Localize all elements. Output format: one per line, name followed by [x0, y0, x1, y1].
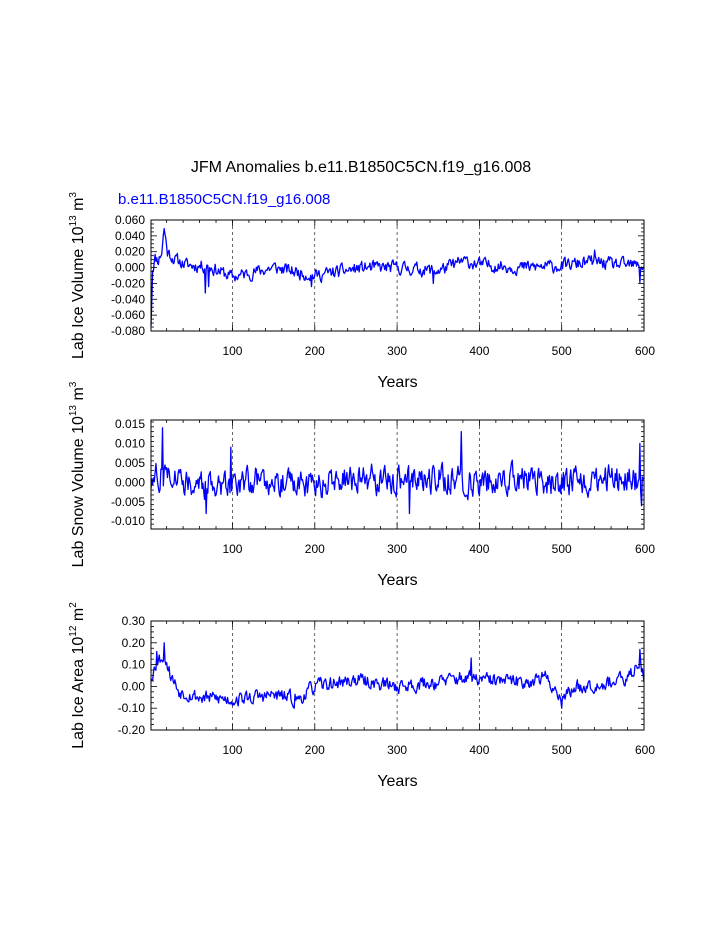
panel-1: 100 200 300 400 500 6000.0600.0400.0200.000-0… [68, 192, 655, 391]
x-tick-label: 400 [469, 542, 489, 556]
y-tick-label: 0.000 [115, 475, 145, 489]
x-axis-label: Years [377, 374, 417, 391]
figure-title: JFM Anomalies b.e11.B1850C5CN.f19_g16.00… [191, 159, 531, 176]
x-tick-label: 600 [635, 542, 655, 556]
x-tick-label: 100 [222, 542, 242, 556]
y-tick-label: 0.000 [115, 261, 145, 275]
x-tick-label: 300 [387, 344, 407, 358]
y-axis-label: Lab Ice Volume 1013 m3 [68, 192, 87, 359]
x-tick-label: 100 [222, 344, 242, 358]
x-tick-label: 500 [552, 344, 572, 358]
plot-frame [150, 419, 645, 530]
x-tick-label: 400 [469, 743, 489, 757]
y-tick-label: -0.060 [111, 308, 145, 322]
y-tick-label: -0.040 [111, 292, 145, 306]
x-axis-label: Years [377, 773, 417, 790]
x-tick-label: 300 [387, 542, 407, 556]
x-tick-label: 600 [635, 344, 655, 358]
y-tick-label: 0.005 [115, 456, 145, 470]
panel-2: 100 200 300 400 500 600 0.015 0.010 0.005 0.000 -0… [68, 381, 655, 589]
plot-frame [150, 620, 645, 731]
y-axis-label: Lab Snow Volume 1013 m3 [68, 381, 87, 567]
x-tick-label: 400 [469, 344, 489, 358]
x-tick-label: 300 [387, 743, 407, 757]
y-tick-label: -0.020 [111, 276, 145, 290]
y-tick-label: 0.30 [122, 614, 146, 628]
x-tick-label: 500 [552, 542, 572, 556]
series-line [150, 227, 645, 326]
x-tick-label: 500 [552, 743, 572, 757]
y-axis-label: Lab Ice Area 1012 m2 [68, 602, 87, 749]
y-tick-label: 0.040 [115, 229, 145, 243]
x-tick-label: 200 [305, 743, 325, 757]
series-line [150, 642, 645, 709]
series-line [150, 427, 645, 515]
y-tick-label: 0.020 [115, 245, 145, 259]
y-tick-label: -0.010 [111, 514, 145, 528]
x-tick-label: 200 [305, 542, 325, 556]
y-tick-label: 0.010 [115, 436, 145, 450]
y-tick-label: 0.015 [115, 417, 145, 431]
x-tick-label: 100 [222, 743, 242, 757]
y-tick-label: -0.080 [111, 324, 145, 338]
y-tick-label: 0.20 [122, 636, 146, 650]
panels: 100 200 300 400 500 6000.0600.0400.0200.000-0… [68, 192, 655, 790]
y-tick-label: -0.005 [111, 495, 145, 509]
x-tick-label: 200 [305, 344, 325, 358]
y-tick-label: 0.10 [122, 658, 146, 672]
panel-3: 100 200 300 400 500 600 0.30 0.20 0.10 0.00 -0.10 -… [68, 602, 655, 790]
x-tick-label: 600 [635, 743, 655, 757]
y-tick-label: 0.060 [115, 213, 145, 227]
y-tick-label: 0.00 [122, 679, 146, 693]
x-axis-label: Years [377, 572, 417, 589]
y-tick-label: -0.20 [118, 723, 146, 737]
y-tick-label: -0.10 [118, 701, 146, 715]
series-legend-label: b.e11.B1850C5CN.f19_g16.008 [118, 191, 330, 208]
